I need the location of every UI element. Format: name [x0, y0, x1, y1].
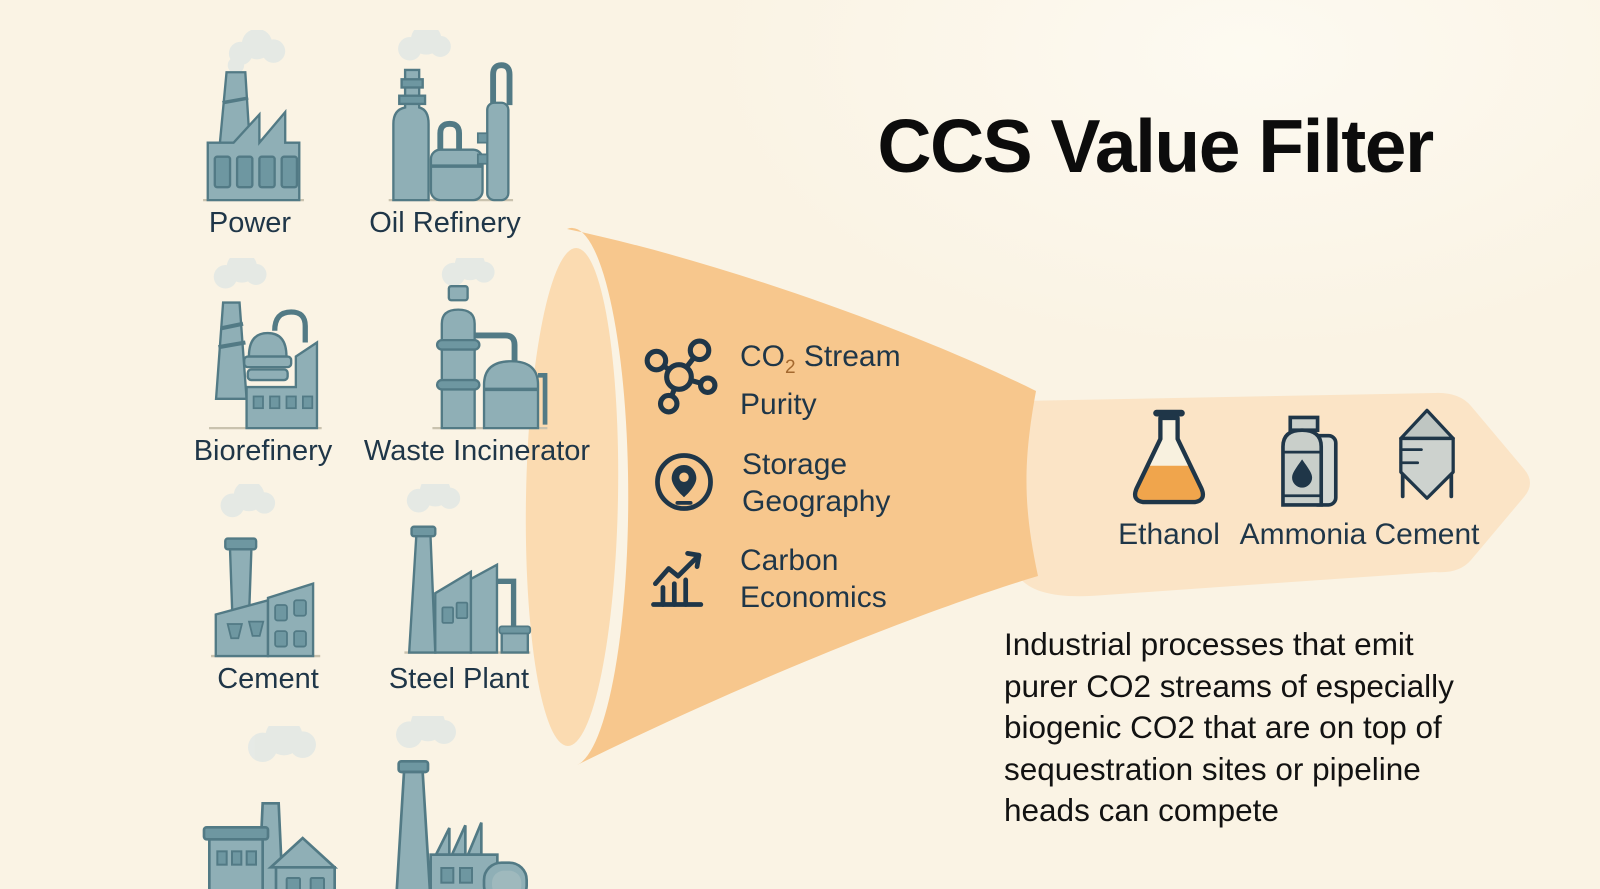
source-label: Power: [208, 207, 292, 239]
source-waste-incinerator: Waste Incinerator: [352, 258, 602, 470]
output-label: Ammonia: [1239, 518, 1367, 551]
source-oil-refinery: Oil Refinery: [350, 30, 540, 242]
output-label: Cement: [1374, 518, 1480, 551]
co2-subscript: 2: [785, 357, 796, 378]
oil-refinery-icon: [388, 30, 514, 202]
molecule-icon: [644, 338, 718, 415]
source-cement-plant: Cement: [176, 484, 360, 698]
factory-icon: [202, 726, 339, 889]
criterion-label: CO2 Stream Purity: [740, 338, 901, 423]
criterion-label: Storage Geography: [742, 446, 890, 520]
smoke-icon: [398, 30, 451, 61]
criterion-line-2: Economics: [740, 581, 887, 614]
smoke-icon: [213, 258, 267, 289]
waste-incinerator-icon: [432, 258, 548, 430]
co2-text: CO: [740, 340, 785, 373]
caption-line: Industrial processes that emit: [1004, 626, 1414, 662]
flask-icon: [1125, 404, 1213, 514]
caption-line: purer CO2 streams of especially: [1004, 667, 1454, 704]
location-pin-icon: [655, 453, 713, 511]
output-ethanol: Ethanol: [1110, 404, 1228, 552]
smoke-icon: [406, 484, 461, 513]
output-cement: Cement: [1368, 402, 1486, 552]
caption-line: biogenic CO2 that are on top of: [1004, 709, 1442, 745]
funnel-body: [567, 227, 1038, 765]
stream-text: Stream: [795, 340, 901, 373]
source-biorefinery: Biorefinery: [168, 258, 358, 470]
criterion-carbon-economics: Carbon Economics: [644, 542, 887, 616]
source-label: Oil Refinery: [369, 207, 521, 239]
source-steel-plant: Steel Plant: [362, 484, 556, 698]
growth-chart-icon: [651, 551, 704, 607]
caption: Industrial processes that emit purer CO2…: [1004, 624, 1454, 832]
criterion-label: Carbon Economics: [740, 542, 887, 616]
output-ammonia: Ammonia: [1239, 410, 1367, 552]
source-label: Cement: [217, 663, 319, 695]
caption-line: heads can compete: [1004, 792, 1279, 828]
funnel-mouth-inner: [525, 248, 619, 746]
source-factory-8: [350, 716, 554, 889]
page-title: CCS Value Filter: [877, 104, 1434, 188]
smoke-icon: [441, 258, 495, 287]
source-label: Waste Incinerator: [363, 435, 591, 467]
criterion-co2-stream-purity: CO2 Stream Purity: [640, 338, 901, 423]
biorefinery-icon: [209, 258, 322, 430]
output-label: Ethanol: [1118, 518, 1220, 551]
smoke-icon: [227, 30, 286, 74]
steel-plant-icon: [404, 484, 532, 654]
source-factory-7: [176, 726, 360, 889]
criterion-storage-geography: Storage Geography: [648, 446, 890, 520]
smoke-icon: [248, 726, 316, 762]
source-label: Biorefinery: [193, 435, 333, 467]
power-plant-icon: [203, 30, 304, 202]
criterion-line-1: Storage: [742, 448, 848, 481]
criterion-line-2: Purity: [740, 388, 817, 421]
cement-silo-icon: [1384, 402, 1470, 514]
source-label: Steel Plant: [388, 663, 530, 695]
source-power: Power: [165, 30, 335, 242]
caption-line: sequestration sites or pipeline: [1004, 750, 1421, 787]
criterion-line-1: CO2 Stream: [740, 338, 901, 386]
smoke-icon: [396, 716, 456, 748]
factory-kiln-icon: [395, 716, 528, 889]
smoke-icon: [220, 484, 276, 518]
criterion-line-1: Carbon: [740, 544, 839, 577]
ammonia-tank-icon: [1260, 410, 1346, 514]
criterion-line-2: Geography: [742, 485, 891, 518]
cement-plant-icon: [211, 484, 321, 658]
